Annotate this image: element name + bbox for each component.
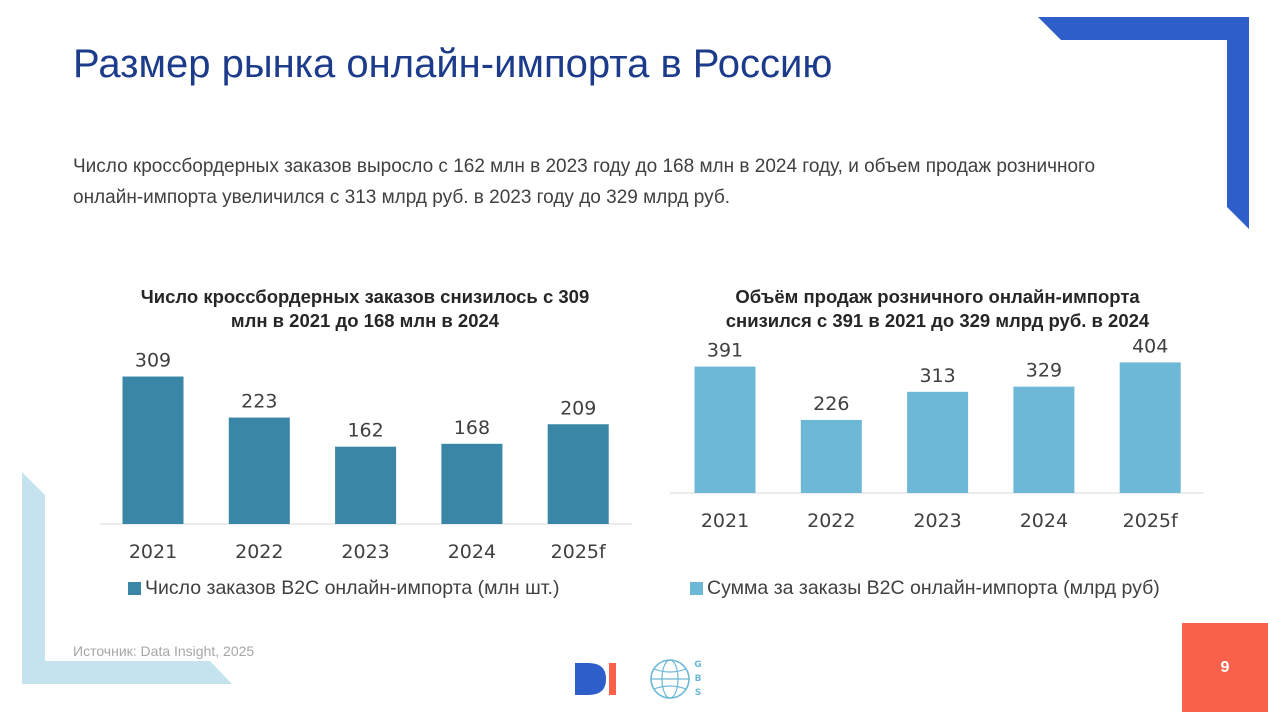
page-subtitle: Число кроссбордерных заказов выросло с 1…: [73, 156, 1096, 208]
data-label-2023: 313: [919, 365, 955, 387]
tick-label-2024: 2024: [1020, 510, 1068, 532]
legend-label-sales: Сумма за заказы B2C онлайн-импорта (млрд…: [707, 577, 1160, 599]
data-label-2024: 329: [1026, 360, 1062, 382]
tick-label-2021: 2021: [129, 541, 177, 563]
blue-corner-frame: [1038, 17, 1249, 229]
bar-2025f: [1119, 362, 1181, 493]
light-blue-corner-frame: [22, 472, 232, 684]
bar-2024: [441, 443, 503, 524]
svg-text:S: S: [695, 688, 701, 698]
data-label-2021: 391: [707, 340, 743, 362]
tick-label-2024: 2024: [448, 541, 496, 563]
page-number: 9: [1220, 658, 1230, 676]
data-label-2024: 168: [454, 417, 490, 439]
chart-title-sales: Объём продаж розничного онлайн-импорта с…: [725, 286, 1150, 331]
gbs-logo: G B S: [650, 659, 702, 699]
bar-2024: [1013, 386, 1075, 493]
chart-title-orders: Число кроссбордерных заказов снизилось с…: [140, 286, 590, 331]
data-label-2022: 223: [241, 391, 277, 413]
data-label-2025f: 404: [1132, 335, 1168, 357]
legend-swatch-orders: [128, 582, 141, 595]
svg-text:G: G: [694, 660, 701, 670]
bar-2023: [335, 446, 397, 524]
data-label-2023: 162: [347, 420, 383, 442]
svg-text:B: B: [695, 674, 702, 684]
data-label-2025f: 209: [560, 397, 596, 419]
bar-2021: [694, 366, 756, 493]
legend-sales: Сумма за заказы B2C онлайн-импорта (млрд…: [690, 577, 1160, 600]
data-insight-logo: [575, 663, 616, 695]
legend-label-orders: Число заказов B2C онлайн-импорта (млн шт…: [145, 577, 560, 599]
page-number-badge: 9: [1182, 623, 1268, 712]
page-title: Размер рынка онлайн-импорта в Россию: [73, 42, 833, 86]
bar-2022: [800, 419, 862, 493]
bar-2025f: [547, 424, 609, 524]
data-label-2022: 226: [813, 393, 849, 415]
tick-label-2021: 2021: [701, 510, 749, 532]
tick-label-2022: 2022: [807, 510, 855, 532]
data-label-2021: 309: [135, 350, 171, 372]
tick-label-2023: 2023: [341, 541, 389, 563]
legend-swatch-sales: [690, 582, 703, 595]
bar-2022: [228, 417, 290, 524]
source-note: Источник: Data Insight, 2025: [73, 643, 255, 659]
tick-label-2025f: 2025f: [551, 541, 607, 563]
legend-orders: Число заказов B2C онлайн-импорта (млн шт…: [128, 577, 559, 600]
bar-2023: [907, 391, 969, 493]
tick-label-2023: 2023: [913, 510, 961, 532]
bar-2021: [122, 376, 184, 524]
tick-label-2022: 2022: [235, 541, 283, 563]
tick-label-2025f: 2025f: [1123, 510, 1179, 532]
